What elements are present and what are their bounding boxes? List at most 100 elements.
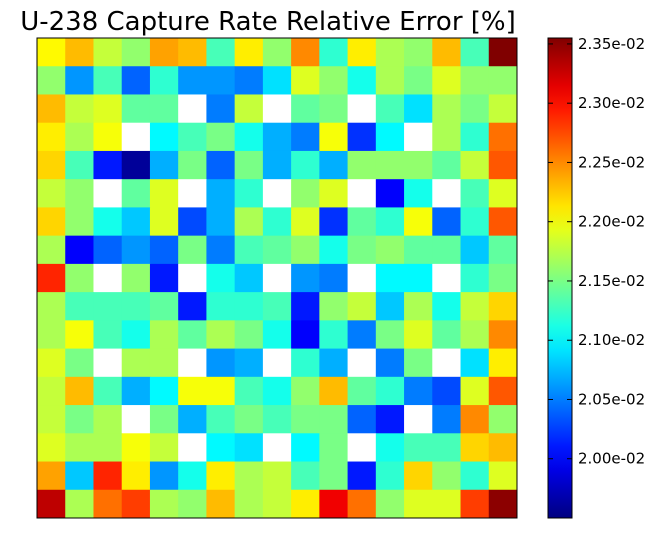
heatmap-cell	[93, 38, 123, 67]
heatmap-cell	[206, 207, 236, 237]
heatmap-cell	[262, 207, 292, 237]
heatmap-cell	[121, 461, 151, 491]
heatmap-cell	[37, 38, 66, 67]
heatmap-cell	[319, 263, 349, 293]
heatmap-cell	[178, 263, 207, 293]
heatmap-cell	[178, 235, 207, 265]
heatmap-cell	[432, 489, 462, 519]
heatmap-cell	[375, 207, 405, 237]
heatmap-cell	[319, 348, 349, 378]
heatmap-cell	[319, 122, 349, 152]
heatmap-cell	[460, 207, 490, 237]
heatmap-cell	[121, 348, 151, 378]
heatmap-cell	[65, 235, 94, 265]
heatmap-cell	[488, 376, 518, 406]
heatmap-cell	[262, 66, 292, 95]
heatmap-cell	[121, 150, 151, 180]
heatmap-cell	[319, 150, 349, 180]
heatmap-cell	[121, 122, 151, 152]
heatmap-cell	[37, 179, 66, 208]
heatmap-cell	[404, 320, 433, 350]
heatmap-cell	[432, 235, 462, 265]
heatmap-cell	[347, 461, 377, 491]
heatmap-cell	[404, 94, 433, 124]
heatmap-cell	[347, 235, 377, 265]
heatmap-cell	[404, 263, 433, 293]
heatmap-cell	[234, 94, 264, 124]
heatmap-cell	[291, 405, 320, 434]
heatmap-cell	[178, 150, 207, 180]
heatmap-cell	[206, 433, 236, 463]
heatmap-cell	[234, 376, 264, 406]
heatmap-cell	[375, 94, 405, 124]
heatmap-cell	[488, 38, 518, 67]
heatmap-cell	[206, 405, 236, 434]
heatmap-cell	[319, 207, 349, 237]
heatmap-cell	[234, 405, 264, 434]
heatmap-cell	[65, 94, 94, 124]
heatmap-cell	[121, 38, 151, 67]
heatmap-cell	[149, 150, 179, 180]
heatmap-cell	[432, 376, 462, 406]
heatmap-cell	[149, 179, 179, 208]
heatmap-cell	[460, 94, 490, 124]
heatmap-cell	[347, 263, 377, 293]
heatmap-cell	[93, 489, 123, 519]
heatmap-cell	[37, 292, 66, 321]
heatmap-cell	[262, 433, 292, 463]
heatmap-cell	[291, 461, 320, 491]
heatmap-cell	[460, 66, 490, 95]
heatmap-cell	[234, 263, 264, 293]
heatmap-cell	[149, 122, 179, 152]
heatmap-cell	[121, 320, 151, 350]
heatmap-cell	[291, 376, 320, 406]
heatmap-cell	[319, 320, 349, 350]
heatmap-cell	[149, 348, 179, 378]
heatmap-cell	[347, 179, 377, 208]
heatmap-cell	[65, 461, 94, 491]
heatmap-cell	[262, 489, 292, 519]
heatmap-cell	[291, 320, 320, 350]
heatmap-cell	[37, 94, 66, 124]
heatmap-cell	[37, 489, 66, 519]
heatmap-cell	[347, 292, 377, 321]
heatmap-cell	[432, 433, 462, 463]
heatmap-cell	[488, 179, 518, 208]
heatmap-cell	[93, 94, 123, 124]
heatmap-cell	[432, 122, 462, 152]
heatmap-cell	[121, 179, 151, 208]
heatmap-cell	[347, 489, 377, 519]
heatmap-cell	[178, 320, 207, 350]
heatmap-cell	[262, 320, 292, 350]
heatmap-cell	[93, 207, 123, 237]
heatmap-cell	[319, 66, 349, 95]
heatmap-cell	[37, 235, 66, 265]
heatmap-cell	[375, 489, 405, 519]
heatmap-cell	[347, 376, 377, 406]
chart-title: U-238 Capture Rate Relative Error [%]	[20, 7, 516, 37]
heatmap-cell	[262, 263, 292, 293]
heatmap-cell	[347, 207, 377, 237]
heatmap-cell	[460, 433, 490, 463]
heatmap-cell	[262, 461, 292, 491]
heatmap-cell	[375, 433, 405, 463]
heatmap-cell	[93, 461, 123, 491]
heatmap-cell	[404, 66, 433, 95]
heatmap-cell	[206, 179, 236, 208]
heatmap-grid	[37, 38, 518, 519]
heatmap-cell	[234, 235, 264, 265]
heatmap-cell	[404, 150, 433, 180]
heatmap-cell	[121, 292, 151, 321]
heatmap-cell	[291, 489, 320, 519]
heatmap-cell	[375, 320, 405, 350]
heatmap-cell	[319, 38, 349, 67]
heatmap-cell	[375, 66, 405, 95]
heatmap-cell	[347, 38, 377, 67]
heatmap-cell	[488, 122, 518, 152]
heatmap-cell	[375, 405, 405, 434]
heatmap-cell	[291, 38, 320, 67]
heatmap-cell	[375, 348, 405, 378]
heatmap-cell	[149, 263, 179, 293]
heatmap-cell	[93, 263, 123, 293]
heatmap-cell	[234, 433, 264, 463]
